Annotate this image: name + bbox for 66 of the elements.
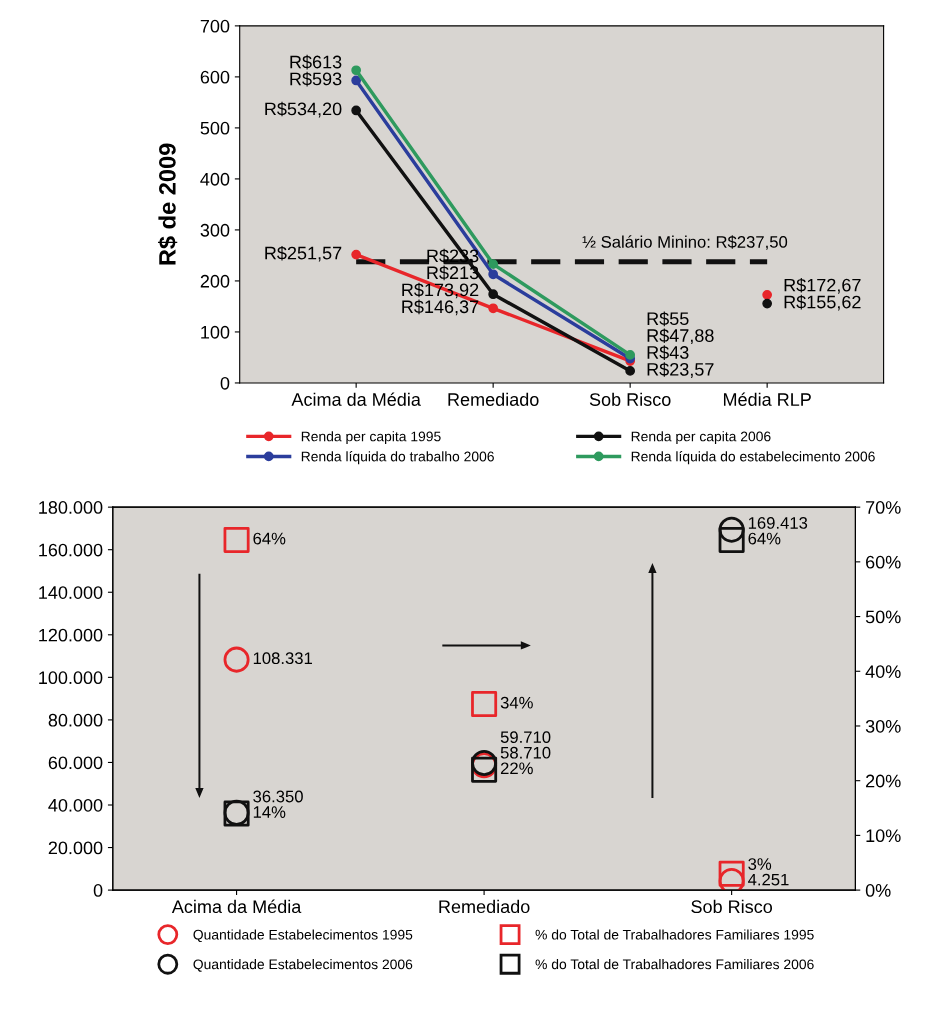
data-label: 169.413 <box>748 517 808 529</box>
legend-label: Quantidade Estabelecimentos 1995 <box>193 929 413 943</box>
data-label: R$172,67 <box>784 277 861 294</box>
y-tick-label: 180.000 <box>39 501 103 514</box>
y-tick-label: 100.000 <box>39 671 103 685</box>
y2-tick-label: 60% <box>866 555 901 569</box>
y-tick-label: 40.000 <box>48 798 103 812</box>
data-label: R$613 <box>290 54 342 70</box>
legend-label: % do Total de Trabalhadores Familiares 1995 <box>535 929 814 940</box>
y2-tick-label: 30% <box>865 719 901 733</box>
data-label: 14% <box>253 806 286 818</box>
x-tick-label: Acima da Média <box>291 392 421 406</box>
data-label: R$55 <box>647 311 689 327</box>
x-tick-label: Sob Risco <box>691 899 773 914</box>
legend-label: Quantidade Estabelecimentos 2006 <box>193 959 413 972</box>
y-tick-label: 160.000 <box>39 543 103 557</box>
legend-label: Renda per capita 1995 <box>301 431 441 445</box>
data-label: R$146,37 <box>402 299 479 316</box>
x-tick-label: Sob Risco <box>589 392 671 406</box>
data-label: R$251,57 <box>265 245 342 262</box>
data-label: 4.251 <box>748 873 789 886</box>
y-tick-label: 140.000 <box>39 586 103 599</box>
y-tick-label: 20.000 <box>48 841 103 855</box>
y-tick-label: 0 <box>220 376 230 390</box>
data-label: R$23,57 <box>647 362 714 378</box>
data-label: 22% <box>500 762 533 775</box>
y2-tick-label: 70% <box>866 501 901 514</box>
y2-tick-label: 20% <box>866 774 901 788</box>
data-label: 59.710 <box>500 731 551 744</box>
y-tick-label: 600 <box>200 70 230 84</box>
data-label: 108.331 <box>253 652 312 665</box>
y2-tick-label: 50% <box>865 610 901 624</box>
ref-line-label: ½ Salário Minino: R$237,50 <box>582 235 788 250</box>
data-label: 3% <box>748 858 772 870</box>
x-tick-label: Remediado <box>448 392 539 406</box>
data-label: R$43 <box>647 345 689 360</box>
data-label: 64% <box>748 532 781 545</box>
legend-label: Renda líquida do estabelecimento 2006 <box>631 451 875 465</box>
x-tick-label: Remediado <box>439 899 530 914</box>
y2-tick-label: 10% <box>866 829 901 843</box>
data-label: 34% <box>500 696 533 709</box>
y-tick-label: 400 <box>200 172 230 186</box>
y-tick-label: 80.000 <box>48 713 103 727</box>
legend-label: Renda líquida do trabalho 2006 <box>301 451 494 465</box>
y-tick-label: 0 <box>93 884 103 897</box>
y2-tick-label: 0% <box>865 884 891 897</box>
y-tick-label: 300 <box>200 223 230 237</box>
legend-label: Renda per capita 2006 <box>631 431 771 445</box>
y-tick-label: 700 <box>200 19 230 33</box>
x-tick-label: Acima da Média <box>171 899 302 914</box>
data-label: R$47,88 <box>647 328 714 345</box>
y-tick-label: 100 <box>201 325 230 339</box>
y-tick-label: 500 <box>200 121 230 135</box>
data-label: 58.710 <box>500 746 551 759</box>
data-label: 36.350 <box>253 790 303 803</box>
data-label: R$155,62 <box>784 294 861 311</box>
data-label: R$534,20 <box>265 101 342 118</box>
data-label: 64% <box>253 532 286 545</box>
legend-label: % do Total de Trabalhadores Familiares 2006 <box>535 959 814 970</box>
y2-tick-label: 40% <box>865 665 901 678</box>
data-label: R$593 <box>290 71 342 87</box>
y-tick-label: 60.000 <box>48 756 103 770</box>
y-tick-label: 200 <box>200 274 230 288</box>
x-tick-label: Média RLP <box>723 392 811 406</box>
y-tick-label: 120.000 <box>39 628 103 642</box>
y-axis-title: R$ de 2009 <box>157 143 178 265</box>
